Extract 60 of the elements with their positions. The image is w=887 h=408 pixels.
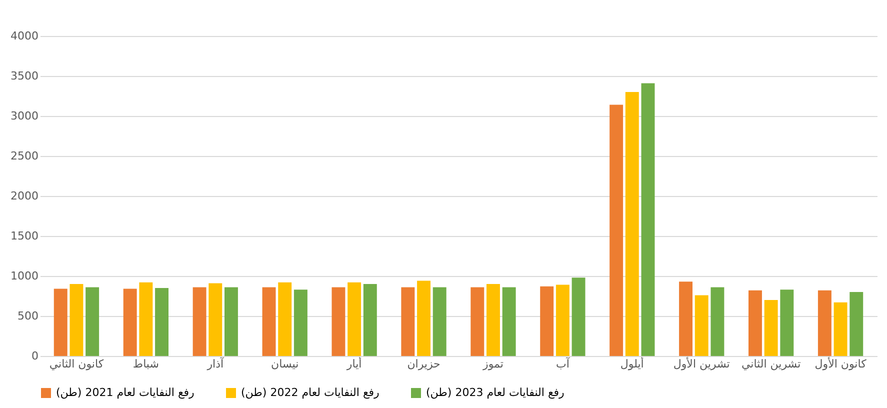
bar	[834, 302, 848, 356]
bar	[86, 287, 100, 356]
bar	[694, 295, 708, 356]
x-tick-label: تشرين الثاني	[741, 358, 801, 370]
x-tick-label: أيلول	[620, 356, 644, 370]
bar	[572, 278, 586, 356]
y-tick-label: 0	[32, 350, 38, 362]
bar	[70, 284, 84, 356]
bar	[502, 287, 516, 356]
y-tick-label: 3500	[10, 70, 38, 82]
bar	[348, 282, 362, 356]
bar	[208, 283, 222, 356]
bar	[850, 292, 864, 356]
bar	[54, 288, 68, 356]
x-tick-label: حزيران	[407, 358, 440, 370]
x-tick-label: كانون الثاني	[49, 358, 104, 370]
x-tick-label: تموز	[482, 358, 504, 370]
bar	[123, 288, 137, 356]
legend-label: رفع النفايات لعام 2023 (طن)	[426, 386, 564, 399]
bar	[294, 290, 308, 356]
bar	[625, 92, 639, 356]
y-tick-label: 2000	[10, 190, 38, 202]
bar	[155, 288, 168, 356]
bar	[192, 287, 206, 356]
bar	[540, 286, 554, 356]
y-tick-label: 3000	[10, 110, 38, 122]
bar	[470, 287, 484, 356]
bar	[139, 282, 153, 356]
y-tick-label: 1000	[10, 270, 38, 282]
bar	[224, 287, 238, 356]
bar	[641, 83, 655, 356]
x-tick-label: آب	[556, 356, 570, 370]
bar	[278, 282, 292, 356]
y-tick-label: 1500	[10, 230, 38, 242]
bar	[748, 290, 762, 356]
x-tick-label: شباط	[132, 358, 159, 370]
bar	[556, 284, 570, 356]
bar	[332, 287, 346, 356]
bar	[401, 287, 415, 356]
x-tick-label: نيسان	[271, 358, 299, 370]
bar	[764, 300, 778, 356]
bar	[486, 284, 500, 356]
bar	[679, 282, 693, 356]
bar	[363, 284, 377, 356]
bar	[432, 287, 446, 356]
bar	[417, 280, 431, 356]
bar	[710, 287, 724, 356]
bar	[262, 287, 276, 356]
x-tick-label: تشرين الأول	[673, 356, 730, 370]
bar	[780, 290, 794, 356]
x-tick-label: أيار	[346, 356, 362, 370]
x-tick-label: آذار	[206, 356, 224, 370]
y-tick-label: 500	[18, 310, 38, 322]
bar	[610, 104, 624, 356]
y-tick-label: 4000	[10, 30, 38, 42]
legend-label: رفع النفايات لعام 2021 (طن)	[56, 386, 194, 399]
y-tick-label: 2500	[10, 150, 38, 162]
legend-label: رفع النفايات لعام 2022 (طن)	[241, 386, 380, 399]
bar	[818, 290, 832, 356]
x-tick-label: كانون الأول	[814, 356, 868, 370]
